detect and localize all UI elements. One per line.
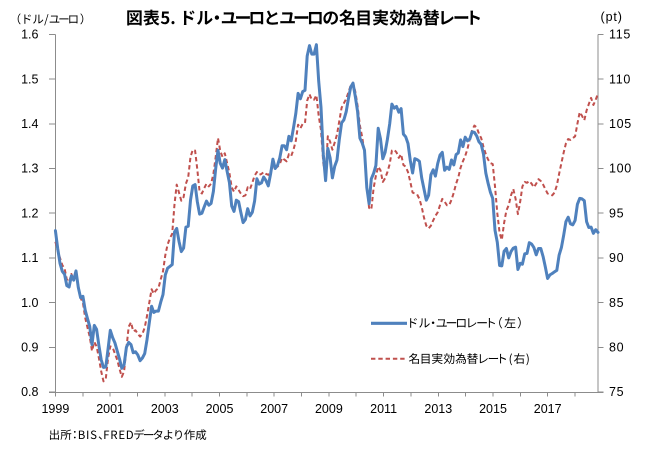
svg-text:115: 115 xyxy=(609,28,631,42)
svg-text:105: 105 xyxy=(609,117,632,131)
svg-text:1999: 1999 xyxy=(41,402,69,416)
svg-text:0.9: 0.9 xyxy=(21,341,38,355)
svg-text:1.3: 1.3 xyxy=(21,162,38,176)
svg-text:1.2: 1.2 xyxy=(21,206,38,220)
svg-text:1.1: 1.1 xyxy=(21,251,38,265)
svg-text:1.5: 1.5 xyxy=(21,72,38,86)
svg-text:1.0: 1.0 xyxy=(21,296,38,310)
svg-text:2011: 2011 xyxy=(370,402,397,416)
svg-text:1.4: 1.4 xyxy=(21,117,38,131)
svg-text:100: 100 xyxy=(609,162,632,176)
svg-text:2003: 2003 xyxy=(151,402,179,416)
svg-text:2009: 2009 xyxy=(315,402,343,416)
svg-text:95: 95 xyxy=(609,206,624,220)
svg-text:80: 80 xyxy=(609,341,624,355)
svg-text:(pt): (pt) xyxy=(601,10,623,24)
svg-text:90: 90 xyxy=(609,251,624,265)
svg-text:85: 85 xyxy=(609,296,624,310)
svg-text:2005: 2005 xyxy=(206,402,234,416)
svg-text:0.8: 0.8 xyxy=(21,385,38,399)
svg-text:2001: 2001 xyxy=(96,402,124,416)
svg-text:2015: 2015 xyxy=(479,402,507,416)
svg-text:2013: 2013 xyxy=(424,402,452,416)
svg-text:110: 110 xyxy=(609,72,631,86)
svg-text:75: 75 xyxy=(609,385,624,399)
svg-text:1.6: 1.6 xyxy=(21,28,38,42)
svg-text:2007: 2007 xyxy=(260,402,288,416)
svg-text:2017: 2017 xyxy=(534,402,562,416)
